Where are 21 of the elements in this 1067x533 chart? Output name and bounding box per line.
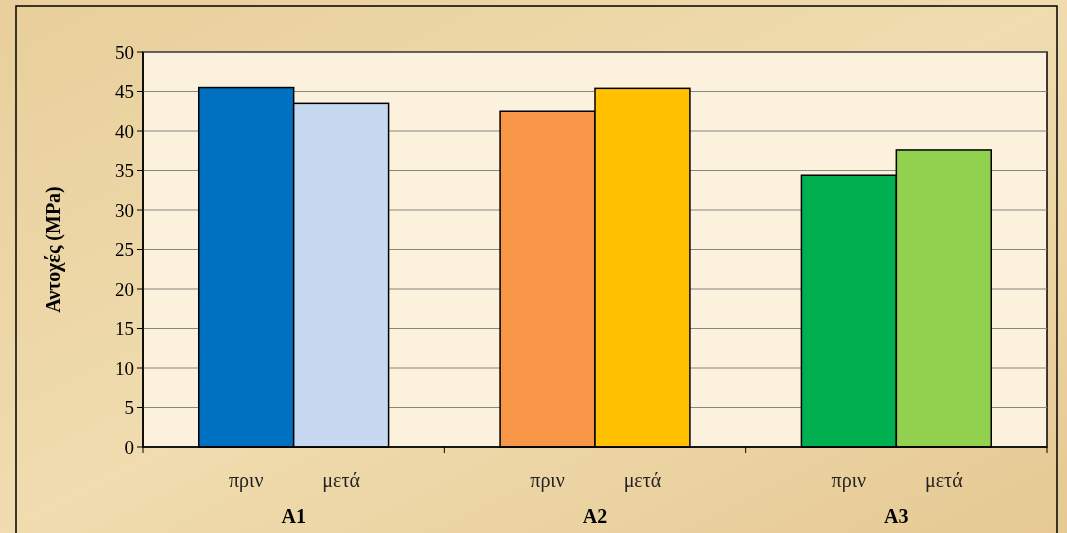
x-tick-label: A1 xyxy=(281,505,306,527)
y-tick-label: 30 xyxy=(115,199,134,221)
x-tick-label: A3 xyxy=(884,505,909,527)
y-tick-label: 45 xyxy=(115,81,134,103)
series-label: μετά xyxy=(322,469,361,492)
text: πριν xyxy=(831,469,867,491)
y-tick-label: 20 xyxy=(115,278,134,300)
y-axis-title: Αντοχές (MPa) xyxy=(42,186,65,313)
y-tick-label: 50 xyxy=(115,41,134,63)
y-tick-label: 10 xyxy=(115,357,134,379)
y-tick-label: 40 xyxy=(115,120,134,142)
text: μετά xyxy=(623,469,662,491)
text: μετά xyxy=(924,469,963,491)
y-tick-label: 0 xyxy=(124,436,134,458)
y-tick-label: 35 xyxy=(115,160,134,182)
series-label: πριν xyxy=(228,469,264,492)
x-tick-label: A2 xyxy=(582,505,608,527)
text: πριν xyxy=(530,469,565,491)
y-tick-label: 25 xyxy=(115,239,134,261)
y-tick-label: 5 xyxy=(124,397,134,419)
y-tick-label: 15 xyxy=(115,318,134,340)
